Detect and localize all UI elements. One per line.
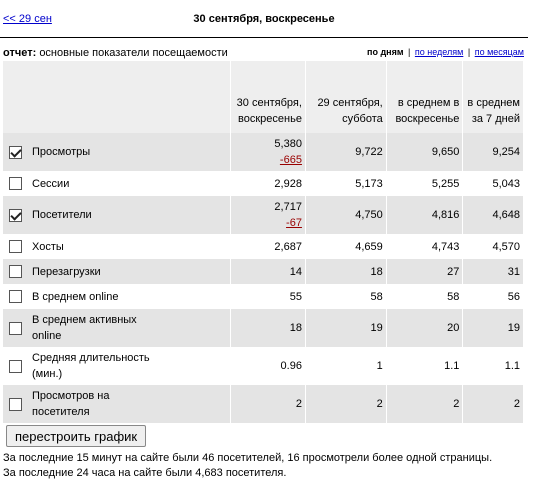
metric-checkbox[interactable] xyxy=(9,265,22,278)
header-col-yesterday: 29 сентября, суббота xyxy=(304,61,387,133)
value-avg-7days: 9,254 xyxy=(462,133,523,171)
value-yesterday: 9,722 xyxy=(304,133,387,171)
row-label-cell: В среднем активных online xyxy=(3,309,231,347)
value-avg-7days: 4,570 xyxy=(462,234,523,259)
period-weeks-link[interactable]: по неделям xyxy=(414,47,464,57)
value-avg-sunday: 9,650 xyxy=(385,133,463,171)
row-label-cell: Просмотры xyxy=(3,133,231,171)
period-days-active: по дням xyxy=(367,47,404,57)
metric-label: Посетители xyxy=(32,209,92,221)
metric-checkbox[interactable] xyxy=(9,208,22,222)
value-today: 2,928 xyxy=(230,171,306,196)
value-today: 2,717 -67 xyxy=(230,196,306,234)
row-label-cell: Средняя длительность (мин.) xyxy=(3,347,231,385)
value-yesterday: 18 xyxy=(304,259,387,284)
metric-checkbox[interactable] xyxy=(9,240,22,253)
value-avg-7days: 5,043 xyxy=(462,171,523,196)
value-avg-7days: 1.1 xyxy=(462,347,523,385)
recent-visitors-note: За последние 15 минут на сайте были 46 п… xyxy=(3,452,493,464)
value-avg-sunday: 4,743 xyxy=(385,234,463,259)
value-avg-7days: 2 xyxy=(462,385,523,423)
metric-checkbox[interactable] xyxy=(9,397,22,411)
value-today-number: 2,717 xyxy=(274,201,302,213)
row-label-cell: Посетители xyxy=(3,196,231,234)
value-today: 2 xyxy=(230,385,306,423)
value-avg-sunday: 27 xyxy=(385,259,463,284)
table-header-row: 30 сентября, воскресенье 29 сентября, су… xyxy=(3,61,523,133)
row-label-cell: В среднем online xyxy=(3,284,231,309)
value-yesterday: 2 xyxy=(304,385,387,423)
report-prefix: отчет: xyxy=(3,47,37,59)
header-col-today: 30 сентября, воскресенье xyxy=(230,61,306,133)
header-col-avg-sunday: в среднем в воскресенье xyxy=(385,61,463,133)
value-today: 55 xyxy=(230,284,306,309)
header-blank xyxy=(3,61,231,133)
value-today: 2,687 xyxy=(230,234,306,259)
metric-label: Сессии xyxy=(32,177,70,190)
value-today: 5,380 -665 xyxy=(230,133,306,171)
row-label-cell: Перезагрузки xyxy=(3,259,231,284)
report-description: отчет: основные показатели посещаемости xyxy=(3,47,228,59)
value-yesterday: 1 xyxy=(304,347,387,385)
page-title: 30 сентября, воскресенье xyxy=(193,13,335,25)
table-row: Посетители 2,717 -67 4,750 4,816 4,648 xyxy=(3,196,523,234)
value-yesterday: 4,750 xyxy=(304,196,387,234)
table-row: Сессии 2,928 5,173 5,255 5,043 xyxy=(3,171,523,196)
metric-checkbox[interactable] xyxy=(9,290,22,303)
value-yesterday: 4,659 xyxy=(304,234,387,259)
header-col-avg-7days: в среднем за 7 дней xyxy=(462,61,523,133)
table-row: Перезагрузки 14 18 27 31 xyxy=(3,259,523,284)
table-row: Просмотров на посетителя 2 2 2 2 xyxy=(3,385,523,423)
report-name: основные показатели посещаемости xyxy=(39,47,228,59)
row-label-cell: Хосты xyxy=(3,234,231,259)
metric-checkbox[interactable] xyxy=(9,177,22,190)
table-row: Средняя длительность (мин.) 0.96 1 1.1 1… xyxy=(3,347,523,385)
delta-link[interactable]: -67 xyxy=(286,217,302,229)
period-switcher: по дням | по неделям | по месяцам xyxy=(367,47,524,57)
value-today: 14 xyxy=(230,259,306,284)
metric-label: В среднем online xyxy=(32,290,119,303)
metric-label: В среднем активных online xyxy=(32,314,137,342)
metric-checkbox[interactable] xyxy=(9,145,22,159)
value-today: 18 xyxy=(230,309,306,347)
metric-label: Хосты xyxy=(32,240,64,253)
day-navigation-bar: << 29 сен 30 сентября, воскресенье xyxy=(0,0,528,38)
table-row: Просмотры 5,380 -665 9,722 9,650 9,254 xyxy=(3,133,523,171)
row-label-cell: Сессии xyxy=(3,171,231,196)
table-row: В среднем активных online 18 19 20 19 xyxy=(3,309,523,347)
rebuild-chart-button[interactable]: перестроить график xyxy=(6,425,147,447)
value-avg-sunday: 4,816 xyxy=(385,196,463,234)
row-label-cell: Просмотров на посетителя xyxy=(3,385,231,423)
value-avg-sunday: 2 xyxy=(385,385,463,423)
previous-day-link[interactable]: << 29 сен xyxy=(3,13,52,25)
metric-label: Перезагрузки xyxy=(32,265,101,278)
period-months-link[interactable]: по месяцам xyxy=(474,47,524,57)
value-yesterday: 5,173 xyxy=(304,171,387,196)
value-avg-sunday: 5,255 xyxy=(385,171,463,196)
value-yesterday: 58 xyxy=(304,284,387,309)
metric-label: Просмотры xyxy=(32,146,91,158)
value-today-number: 5,380 xyxy=(274,138,302,150)
stats-table: 30 сентября, воскресенье 29 сентября, су… xyxy=(3,61,523,423)
value-avg-7days: 31 xyxy=(462,259,523,284)
value-avg-sunday: 58 xyxy=(385,284,463,309)
table-row: В среднем online 55 58 58 56 xyxy=(3,284,523,309)
metric-label: Просмотров на посетителя xyxy=(32,390,110,418)
delta-link[interactable]: -665 xyxy=(279,154,302,166)
metric-label: Средняя длительность (мин.) xyxy=(32,352,150,380)
value-avg-sunday: 1.1 xyxy=(385,347,463,385)
value-today: 0.96 xyxy=(230,347,306,385)
value-avg-sunday: 20 xyxy=(385,309,463,347)
metric-checkbox[interactable] xyxy=(9,321,22,335)
value-avg-7days: 19 xyxy=(462,309,523,347)
period-separator: | xyxy=(467,47,471,57)
value-avg-7days: 4,648 xyxy=(462,196,523,234)
metric-checkbox[interactable] xyxy=(9,359,22,373)
period-separator: | xyxy=(408,47,411,57)
value-avg-7days: 56 xyxy=(462,284,523,309)
value-yesterday: 19 xyxy=(304,309,387,347)
table-row: Хосты 2,687 4,659 4,743 4,570 xyxy=(3,234,523,259)
daily-visitors-note: За последние 24 часа на сайте были 4,683… xyxy=(3,467,287,479)
